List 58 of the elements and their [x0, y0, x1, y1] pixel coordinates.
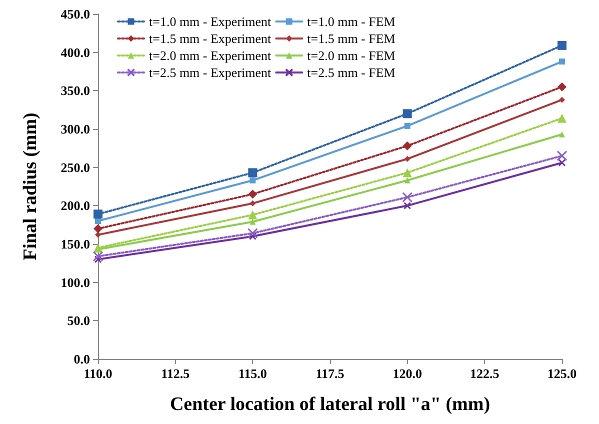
y-tick-label: 100.0 — [60, 274, 90, 290]
y-tick-label: 300.0 — [60, 122, 90, 136]
point — [94, 210, 102, 219]
y-tick-label: 50.0 — [67, 313, 90, 328]
point — [559, 131, 565, 138]
x-tick-label: 120.0 — [392, 366, 422, 381]
point — [92, 251, 104, 262]
legend-label: t=2.0 mm - FEM — [307, 48, 396, 63]
y-axis-title: Final radius (mm) — [20, 112, 41, 260]
point — [402, 109, 412, 118]
y-tick-label: 150.0 — [60, 236, 90, 252]
point — [558, 82, 566, 92]
point — [558, 40, 566, 50]
point — [556, 150, 568, 162]
point — [404, 122, 410, 129]
point — [559, 58, 565, 65]
point — [250, 177, 256, 184]
x-tick-label: 112.5 — [161, 366, 190, 381]
point — [94, 224, 102, 234]
legend-label: t=2.0 mm - Experiment — [149, 48, 272, 63]
point — [95, 218, 101, 224]
y-tick-label: 200.0 — [60, 198, 90, 214]
point — [402, 168, 412, 178]
x-tick-label: 110.0 — [84, 366, 112, 381]
point — [404, 202, 412, 210]
point — [94, 256, 102, 264]
point — [95, 232, 101, 238]
x-tick-label: 125.0 — [547, 366, 577, 381]
point — [558, 114, 566, 123]
y-tick-label: 400.0 — [60, 44, 90, 60]
point — [250, 200, 256, 206]
point — [248, 168, 258, 178]
x-tick-label: 115.0 — [238, 366, 267, 381]
point — [248, 190, 258, 199]
legend-label: t=1.0 mm - FEM — [307, 14, 396, 29]
point — [247, 228, 258, 239]
point — [94, 243, 102, 252]
y-tick-label: 450.0 — [60, 6, 90, 22]
point — [404, 156, 410, 162]
legend-label: t=1.5 mm - Experiment — [149, 31, 272, 46]
point — [402, 192, 413, 202]
point — [559, 96, 565, 103]
y-tick-label: 0.0 — [74, 352, 90, 366]
legend-label: t=2.5 mm - FEM — [307, 65, 396, 80]
x-tick-label: 122.5 — [470, 366, 500, 381]
point — [250, 218, 256, 225]
point — [558, 158, 566, 166]
legend-label: t=1.0 mm - Experiment — [149, 14, 272, 29]
point — [248, 232, 256, 240]
x-axis-title: Center location of lateral roll "a" (mm) — [170, 394, 490, 415]
point — [248, 210, 258, 220]
legend-label: t=1.5 mm - FEM — [307, 31, 396, 46]
point — [402, 141, 412, 150]
y-tick-label: 350.0 — [60, 83, 90, 98]
legend-label: t=2.5 mm - Experiment — [149, 65, 272, 80]
point — [404, 177, 410, 184]
x-tick-label: 117.5 — [316, 366, 345, 381]
y-tick-label: 250.0 — [60, 160, 90, 175]
